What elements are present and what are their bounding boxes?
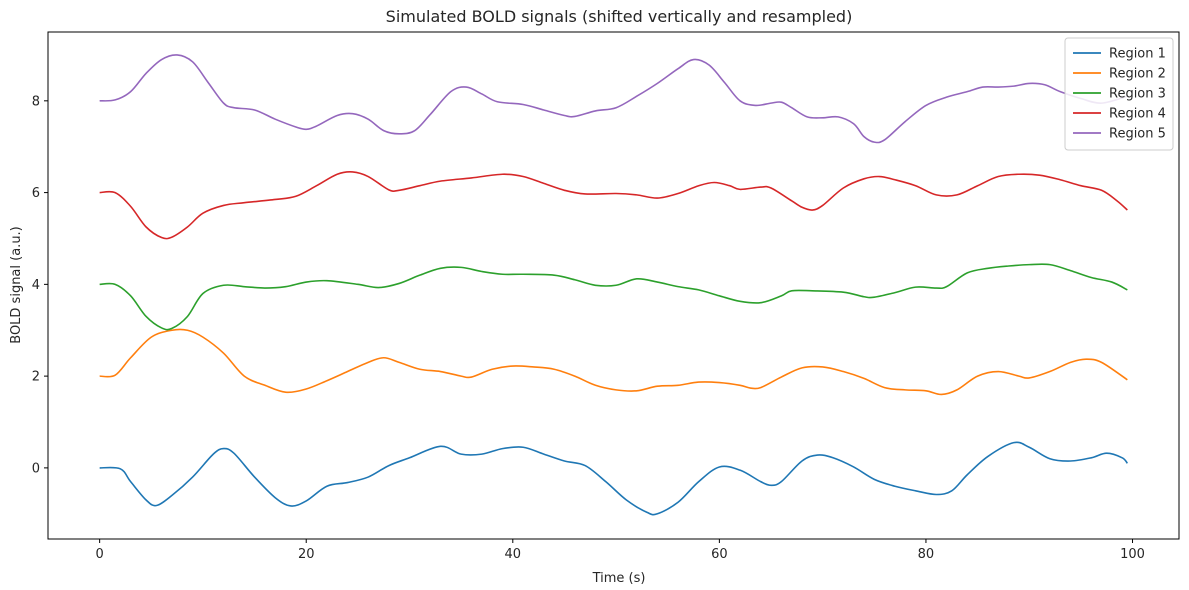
series-line-region-4 [99, 171, 1128, 240]
y-axis-ticks: 0 2 4 6 8 [32, 94, 48, 476]
plot-lines [99, 54, 1128, 516]
legend-label-region-5: Region 5 [1109, 127, 1166, 142]
legend-label-region-3: Region 3 [1109, 87, 1166, 102]
series-line-region-2 [99, 328, 1128, 396]
series-line-region-3 [99, 263, 1128, 331]
x-tick-label: 40 [505, 547, 522, 562]
legend-label-region-1: Region 1 [1109, 47, 1166, 62]
y-tick-label: 0 [32, 461, 40, 476]
legend-label-region-4: Region 4 [1109, 107, 1166, 122]
y-tick-label: 6 [32, 186, 40, 201]
y-axis-label: BOLD signal (a.u.) [9, 226, 24, 344]
series-line-region-5 [99, 54, 1128, 144]
y-tick-label: 4 [32, 278, 40, 293]
legend-box [1064, 37, 1174, 151]
series-line-region-1 [99, 441, 1128, 516]
axes-frame [47, 31, 1180, 540]
legend: Region 1 Region 2 Region 3 Region 4 Region 5 [1064, 37, 1174, 151]
chart-title: Simulated BOLD signals (shifted vertical… [386, 7, 853, 26]
x-tick-label: 20 [298, 547, 315, 562]
x-axis-ticks: 0 20 40 60 80 100 [96, 539, 1145, 562]
x-tick-label: 80 [918, 547, 935, 562]
x-tick-label: 60 [711, 547, 728, 562]
legend-label-region-2: Region 2 [1109, 67, 1166, 82]
x-tick-label: 100 [1120, 547, 1145, 562]
y-tick-label: 8 [32, 94, 40, 109]
x-axis-label: Time (s) [592, 571, 646, 586]
x-tick-label: 0 [96, 547, 104, 562]
y-tick-label: 2 [32, 370, 40, 385]
